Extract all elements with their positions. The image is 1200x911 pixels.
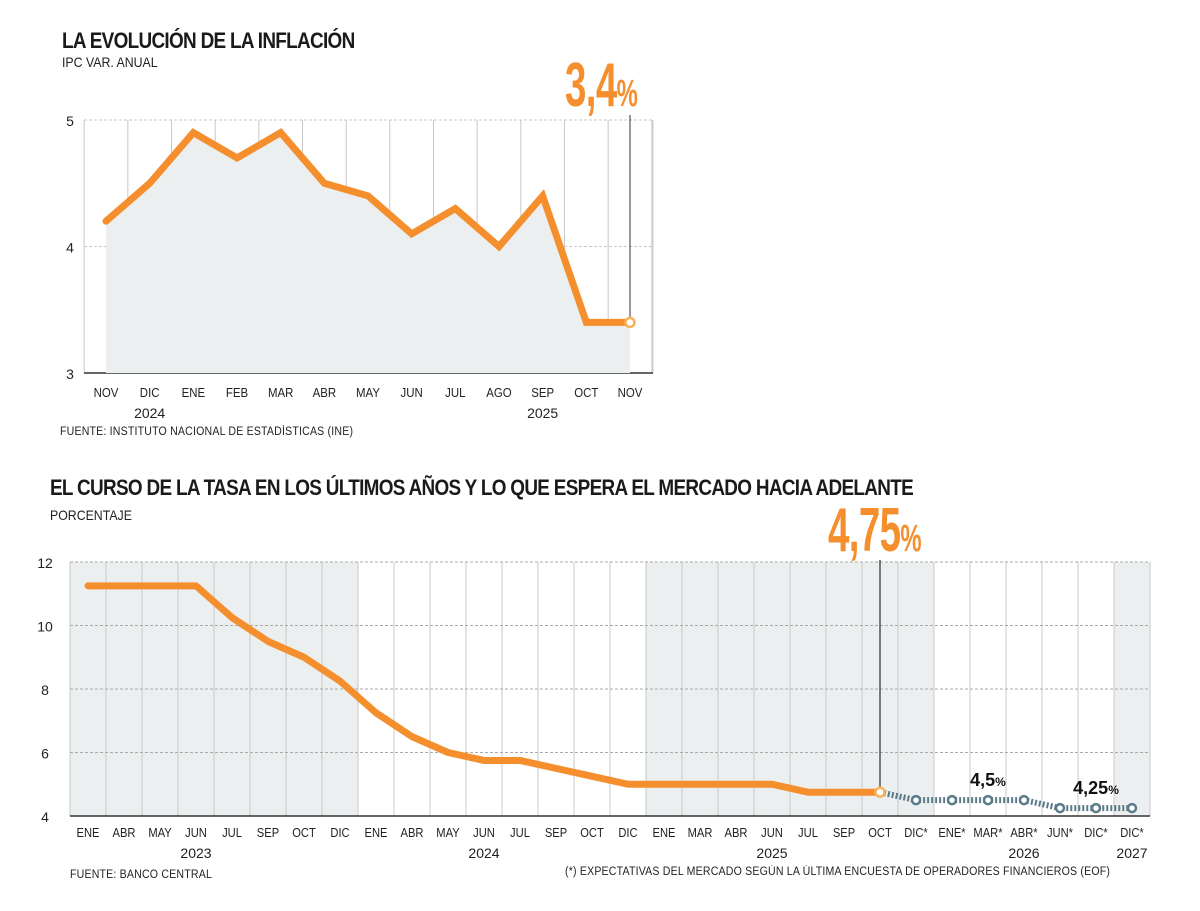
x-tick-label: ENE xyxy=(365,825,388,840)
year-label: 2025 xyxy=(527,405,558,421)
chart2-title: EL CURSO DE LA TASA EN LOS ÚLTIMOS AÑOS … xyxy=(50,475,914,500)
x-tick-label: MAY xyxy=(436,825,459,840)
forecast-annotation: 4,25% xyxy=(1073,778,1119,798)
x-tick-label: ENE xyxy=(653,825,676,840)
x-tick-label: ABR xyxy=(401,825,424,840)
x-tick-label: MAR xyxy=(268,385,294,400)
forecast-point xyxy=(910,794,922,806)
chart2-highlight-unit: % xyxy=(900,517,921,560)
x-tick-label: ENE* xyxy=(938,825,966,840)
chart1-highlight-unit: % xyxy=(616,72,638,115)
x-tick-label: DIC* xyxy=(904,825,928,840)
forecast-annotation: 4,5% xyxy=(970,770,1006,790)
year-label: 2026 xyxy=(1008,845,1039,861)
y-tick-label: 4 xyxy=(66,240,74,256)
x-tick-label: ABR xyxy=(313,385,337,400)
year-label: 2024 xyxy=(468,845,499,861)
x-tick-label: DIC* xyxy=(1084,825,1108,840)
x-tick-label: JUL xyxy=(445,385,466,400)
x-tick-label: JUL xyxy=(798,825,818,840)
chart1-subtitle: IPC VAR. ANUAL xyxy=(62,54,158,70)
x-tick-label: FEB xyxy=(226,385,248,400)
x-tick-label: JUN xyxy=(761,825,783,840)
y-tick-label: 10 xyxy=(37,619,53,635)
last-point-marker xyxy=(624,316,636,329)
chart2-source: FUENTE: BANCO CENTRAL xyxy=(70,869,213,881)
x-tick-label: MAR* xyxy=(973,825,1002,840)
y-tick-label: 6 xyxy=(41,746,49,762)
chart1-highlight-value: 3,4% xyxy=(565,55,638,125)
y-tick-label: 4 xyxy=(41,809,49,825)
chart2-highlight-value: 4,75% xyxy=(828,500,922,570)
x-tick-label: DIC xyxy=(618,825,637,840)
chart2-subtitle: PORCENTAJE xyxy=(50,507,132,523)
year-label: 2027 xyxy=(1116,845,1147,861)
x-tick-label: SEP xyxy=(257,825,279,840)
x-tick-label: MAY xyxy=(148,825,171,840)
year-label: 2023 xyxy=(180,845,211,861)
x-tick-label: DIC* xyxy=(1120,825,1144,840)
x-tick-label: OCT xyxy=(868,825,892,840)
x-tick-label: ENE xyxy=(77,825,100,840)
annotation-value: 4,25 xyxy=(1073,778,1108,798)
forecast-point xyxy=(1018,794,1030,806)
x-tick-label: JUN xyxy=(185,825,207,840)
x-tick-label: ENE xyxy=(182,385,206,400)
x-tick-label: ABR* xyxy=(1010,825,1038,840)
x-tick-label: OCT xyxy=(292,825,316,840)
x-tick-label: SEP xyxy=(833,825,855,840)
forecast-point xyxy=(946,794,958,806)
rate-line xyxy=(84,582,884,796)
y-tick-label: 3 xyxy=(66,366,74,382)
inflation-chart: 3 4 5 NOV DIC ENE FEB MAR ABR MAY JUN JUL AGO SEP OCT N… xyxy=(66,113,654,421)
x-tick-label: NOV xyxy=(618,385,644,400)
x-tick-label: SEP xyxy=(545,825,567,840)
year-label: 2025 xyxy=(756,845,787,861)
x-tick-label: JUN xyxy=(473,825,495,840)
x-tick-label: AGO xyxy=(486,385,511,400)
y-tick-label: 5 xyxy=(66,113,74,129)
chart1-source: FUENTE: INSTITUTO NACIONAL DE ESTADÍSTIC… xyxy=(60,426,354,438)
forecast-point xyxy=(982,794,994,806)
forecast-point xyxy=(1126,802,1138,814)
x-tick-label: OCT xyxy=(574,385,599,400)
area-fill xyxy=(106,132,630,373)
forecast-point xyxy=(1090,802,1102,814)
year-label: 2024 xyxy=(134,405,165,421)
x-tick-label: ABR xyxy=(113,825,136,840)
x-tick-label: DIC xyxy=(330,825,349,840)
x-tick-label: JUN xyxy=(401,385,423,400)
x-tick-label: JUN* xyxy=(1047,825,1073,840)
x-tick-label: MAR xyxy=(688,825,713,840)
chart1-title: LA EVOLUCIÓN DE LA INFLACIÓN xyxy=(62,28,355,53)
annotation-unit: % xyxy=(1108,783,1119,797)
inflation-line xyxy=(102,128,634,326)
chart2-highlight-number: 4,75 xyxy=(828,496,901,565)
chart1-highlight-number: 3,4 xyxy=(565,51,617,120)
y-tick-label: 8 xyxy=(41,682,49,698)
annotation-value: 4,5 xyxy=(970,770,995,790)
x-tick-label: MAY xyxy=(356,385,380,400)
x-tick-label: DIC xyxy=(140,385,160,400)
last-actual-marker xyxy=(874,786,886,798)
x-tick-label: JUL xyxy=(510,825,530,840)
x-tick-label: NOV xyxy=(94,385,120,400)
x-tick-label: SEP xyxy=(531,385,554,400)
x-tick-label: OCT xyxy=(580,825,604,840)
x-tick-label: ABR xyxy=(725,825,748,840)
chart2-note: (*) EXPECTATIVAS DEL MERCADO SEGÚN LA ÚL… xyxy=(565,866,1111,878)
forecast-point xyxy=(1054,802,1066,814)
annotation-unit: % xyxy=(995,775,1006,789)
x-tick-label: JUL xyxy=(222,825,242,840)
y-tick-label: 12 xyxy=(37,555,53,571)
